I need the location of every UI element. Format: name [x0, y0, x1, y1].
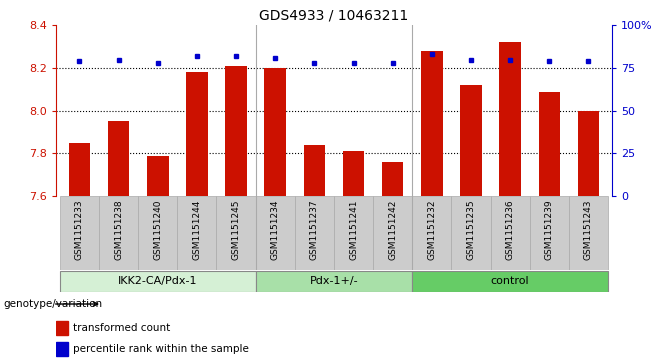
Text: GSM1151244: GSM1151244	[192, 200, 201, 260]
Text: GSM1151240: GSM1151240	[153, 200, 163, 260]
Bar	[186, 72, 208, 196]
Text: transformed count: transformed count	[72, 323, 170, 333]
Text: GSM1151243: GSM1151243	[584, 200, 593, 260]
Bar	[60, 196, 99, 270]
Text: GSM1151232: GSM1151232	[427, 200, 436, 260]
Bar	[60, 271, 255, 292]
Bar	[382, 162, 403, 196]
Bar	[569, 196, 608, 270]
Bar	[491, 196, 530, 270]
Text: GSM1151241: GSM1151241	[349, 200, 358, 260]
Bar	[255, 196, 295, 270]
Bar	[451, 196, 491, 270]
Text: GSM1151238: GSM1151238	[114, 200, 123, 260]
Bar	[538, 91, 560, 196]
Text: GSM1151239: GSM1151239	[545, 200, 554, 260]
Bar	[138, 196, 177, 270]
Bar	[99, 196, 138, 270]
Text: GSM1151245: GSM1151245	[232, 200, 241, 260]
Bar	[177, 196, 216, 270]
Text: Pdx-1+/-: Pdx-1+/-	[310, 276, 358, 286]
Bar	[334, 196, 373, 270]
Bar	[578, 111, 599, 196]
Text: GSM1151237: GSM1151237	[310, 200, 319, 260]
Bar	[225, 66, 247, 196]
Bar	[460, 85, 482, 196]
Bar	[413, 271, 608, 292]
Bar	[499, 42, 521, 196]
Text: IKK2-CA/Pdx-1: IKK2-CA/Pdx-1	[118, 276, 197, 286]
Bar	[295, 196, 334, 270]
Bar	[147, 155, 168, 196]
Bar	[373, 196, 413, 270]
Text: GSM1151236: GSM1151236	[505, 200, 515, 260]
Bar	[56, 342, 68, 356]
Bar	[343, 151, 365, 196]
Bar	[68, 143, 90, 196]
Bar	[108, 121, 130, 196]
Text: GSM1151242: GSM1151242	[388, 200, 397, 260]
Bar	[303, 145, 325, 196]
Bar	[421, 51, 443, 196]
Bar	[530, 196, 569, 270]
Text: control: control	[491, 276, 530, 286]
Bar	[216, 196, 255, 270]
Text: genotype/variation: genotype/variation	[3, 299, 103, 309]
Bar	[265, 68, 286, 196]
Text: GSM1151233: GSM1151233	[75, 200, 84, 260]
Text: percentile rank within the sample: percentile rank within the sample	[72, 344, 249, 354]
Bar	[56, 322, 68, 335]
Text: GSM1151234: GSM1151234	[270, 200, 280, 260]
Bar	[255, 271, 413, 292]
Bar	[413, 196, 451, 270]
Text: GSM1151235: GSM1151235	[467, 200, 476, 260]
Title: GDS4933 / 10463211: GDS4933 / 10463211	[259, 9, 409, 23]
